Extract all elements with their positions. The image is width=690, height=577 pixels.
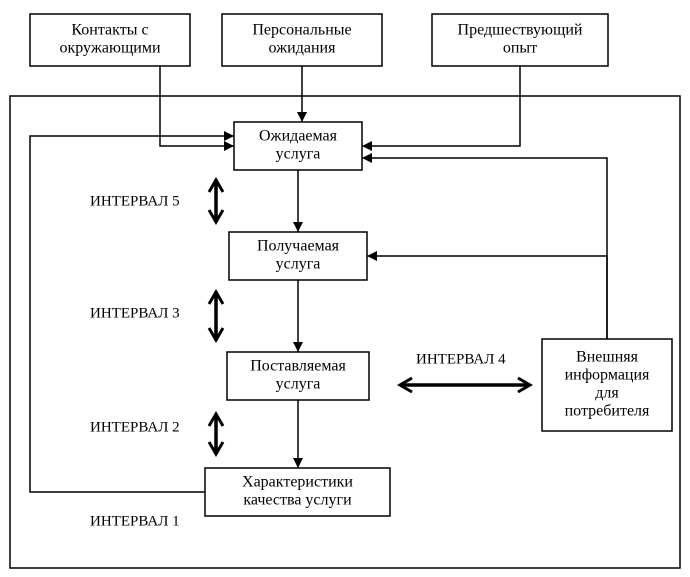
quality-label: качества услуги bbox=[243, 492, 352, 509]
interval-label-i3: ИНТЕРВАЛ 3 bbox=[90, 305, 180, 321]
external-label: для bbox=[595, 385, 619, 402]
external-label: Внешняя bbox=[576, 349, 639, 366]
interval-label-i2: ИНТЕРВАЛ 2 bbox=[90, 419, 180, 435]
personal-label: Персональные bbox=[252, 22, 351, 39]
supplied-label: услуга bbox=[276, 376, 321, 393]
received-label: услуга bbox=[276, 256, 321, 273]
quality-label: Характеристики bbox=[242, 474, 353, 491]
personal-label: ожидания bbox=[269, 40, 337, 57]
contacts-label: Контакты с bbox=[71, 22, 148, 39]
interval-label-i5: ИНТЕРВАЛ 5 bbox=[90, 193, 180, 209]
interval-label-i1: ИНТЕРВАЛ 1 bbox=[90, 513, 180, 529]
prior-label: Предшествующий bbox=[458, 22, 583, 39]
supplied-label: Поставляемая bbox=[250, 358, 346, 375]
expected-label: услуга bbox=[276, 146, 321, 163]
external-label: потребителя bbox=[565, 403, 650, 420]
prior-label: опыт bbox=[503, 40, 537, 57]
received-label: Получаемая bbox=[257, 238, 340, 255]
contacts-label: окружающими bbox=[59, 40, 160, 57]
expected-label: Ожидаемая bbox=[259, 128, 338, 145]
external-label: информация bbox=[565, 367, 650, 384]
interval-label-i4: ИНТЕРВАЛ 4 bbox=[416, 351, 506, 367]
